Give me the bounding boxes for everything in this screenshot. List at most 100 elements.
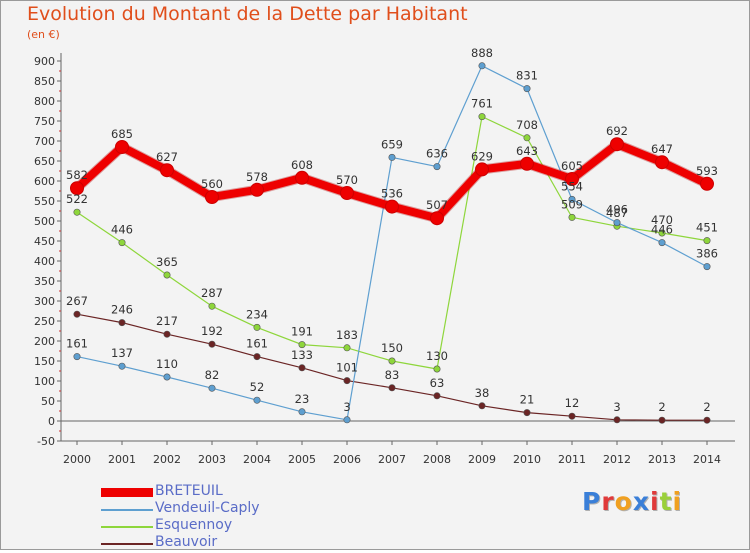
data-point — [478, 62, 486, 70]
x-tick-label: 2011 — [558, 453, 586, 466]
data-label: 509 — [561, 197, 583, 211]
data-label: 101 — [336, 361, 358, 375]
data-point — [295, 170, 309, 185]
logo-letter: P — [582, 487, 602, 516]
axes: 9008508007507006506005505004504003503002… — [34, 53, 735, 466]
data-point — [73, 208, 81, 216]
data-point — [658, 229, 666, 237]
data-label: 23 — [295, 392, 310, 406]
data-point — [73, 353, 81, 361]
data-point — [343, 377, 351, 385]
data-label: 692 — [606, 124, 628, 138]
data-label: 659 — [381, 137, 403, 151]
legend-label: Beauvoir — [155, 534, 218, 550]
y-tick-label: 700 — [34, 135, 55, 148]
data-point — [163, 373, 171, 381]
data-point — [298, 408, 306, 416]
data-point — [565, 172, 579, 186]
data-label: 636 — [426, 147, 448, 161]
data-label: 536 — [381, 187, 403, 201]
data-label: 110 — [156, 357, 178, 371]
data-point — [70, 181, 84, 196]
data-label: 2 — [658, 400, 665, 414]
y-tick-label: 800 — [34, 95, 55, 108]
data-label: 130 — [426, 349, 448, 363]
data-point — [703, 263, 711, 271]
data-point — [700, 176, 714, 191]
data-point — [253, 353, 261, 361]
data-label: 643 — [516, 144, 538, 158]
data-point — [208, 384, 216, 392]
data-label: 161 — [66, 337, 88, 351]
legend-swatch — [101, 488, 153, 497]
data-label: 608 — [291, 158, 313, 172]
legend-label: BRETEUIL — [155, 483, 223, 499]
legend-label: Vendeuil-Caply — [155, 500, 260, 516]
logo-letter: i — [650, 487, 660, 516]
logo-letter: x — [632, 487, 650, 516]
y-tick-label: 350 — [34, 275, 55, 288]
y-tick-label: 0 — [48, 415, 55, 428]
data-label: 133 — [291, 348, 313, 362]
y-tick-label: 850 — [34, 75, 55, 88]
data-point — [388, 153, 396, 161]
logo-letter: o — [614, 487, 633, 516]
logo-letter: r — [601, 487, 615, 516]
data-point — [343, 344, 351, 352]
data-label: 570 — [336, 173, 358, 187]
data-label: 578 — [246, 170, 268, 184]
data-label: 685 — [111, 127, 133, 141]
data-label: 507 — [426, 198, 448, 212]
x-tick-label: 2012 — [603, 453, 631, 466]
data-point — [298, 364, 306, 372]
data-point — [658, 239, 666, 247]
y-tick-label: 400 — [34, 255, 55, 268]
data-label: 192 — [201, 324, 223, 338]
data-point — [160, 163, 174, 178]
data-label: 3 — [343, 400, 350, 414]
data-point — [388, 384, 396, 392]
chart-unit-label: (en €) — [27, 28, 60, 41]
data-label: 761 — [471, 97, 493, 111]
data-point — [568, 195, 576, 203]
data-point — [523, 409, 531, 417]
x-tick-label: 2013 — [648, 453, 676, 466]
x-tick-label: 2009 — [468, 453, 496, 466]
data-label: 82 — [205, 368, 220, 382]
data-point — [520, 156, 534, 171]
data-label: 560 — [201, 177, 223, 191]
legend-label: Esquennoy — [155, 517, 233, 533]
data-point — [118, 239, 126, 247]
y-tick-label: 600 — [34, 175, 55, 188]
data-label: 12 — [565, 396, 580, 410]
x-tick-label: 2002 — [153, 453, 181, 466]
data-label: 217 — [156, 314, 178, 328]
data-labels: 267 246 217 192 161 133 101 83 63 38 21 12 3 2 2 522 446… — [66, 46, 718, 414]
data-label: 83 — [385, 368, 400, 382]
data-label: 365 — [156, 255, 178, 269]
data-label: 647 — [651, 142, 673, 156]
data-point — [208, 340, 216, 348]
data-point — [298, 341, 306, 349]
data-point — [118, 362, 126, 370]
data-point — [523, 85, 531, 93]
data-point — [478, 113, 486, 121]
data-point — [163, 330, 171, 338]
data-label: 470 — [651, 213, 673, 227]
data-label: 593 — [696, 164, 718, 178]
data-label: 63 — [430, 376, 445, 390]
x-tick-label: 2001 — [108, 453, 136, 466]
y-tick-label: 200 — [34, 335, 55, 348]
y-tick-label: 550 — [34, 195, 55, 208]
data-label: 522 — [66, 192, 88, 206]
series-lines — [70, 62, 714, 424]
data-point — [118, 319, 126, 327]
x-tick-label: 2006 — [333, 453, 361, 466]
data-point — [568, 213, 576, 221]
data-label: 627 — [156, 150, 178, 164]
y-tick-label: 50 — [41, 395, 55, 408]
data-point — [523, 134, 531, 142]
data-label: 446 — [111, 223, 133, 237]
